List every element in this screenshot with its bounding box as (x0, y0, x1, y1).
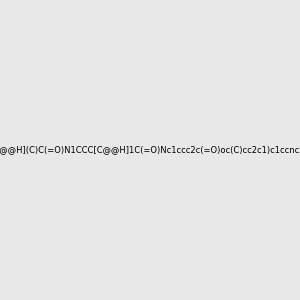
Text: O=C(N[C@@H](C)C(=O)N1CCC[C@@H]1C(=O)Nc1ccc2c(=O)oc(C)cc2c1)c1ccnc2ccccc12: O=C(N[C@@H](C)C(=O)N1CCC[C@@H]1C(=O)Nc1c… (0, 146, 300, 154)
